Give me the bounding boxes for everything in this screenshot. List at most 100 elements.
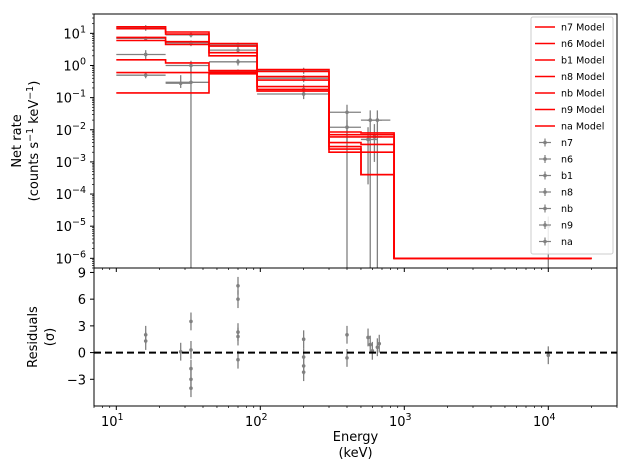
model-line [116,26,592,260]
data-marker [236,48,240,52]
legend-entry-model: n8 Model [535,72,605,83]
residual-point [236,290,240,309]
residual-marker [375,345,380,350]
legend-entry-model: n9 Model [535,105,605,116]
x-tick-label: 101 [101,412,124,430]
legend-entry-data: n9 [539,221,573,232]
model-line [116,73,592,260]
residual-point [368,335,373,354]
legend-data-marker [543,140,547,145]
legend: n7 Model n6 Model b1 Model n8 Model nb Model… [530,16,614,255]
residual-point [546,346,551,365]
residual-marker [236,284,240,288]
y-tick-label: 10−6 [55,249,86,267]
residual-y-tick-label: 3 [78,320,86,335]
data-marker [143,73,148,77]
data-point [165,64,209,268]
residual-point [189,312,193,331]
legend-model-label: n7 Model [561,23,605,34]
residual-marker [377,341,382,346]
axis-labels: Energy(keV) Net rate(counts s−1 keV−1) Res… [10,81,379,461]
legend-entry-data: n6 [539,155,573,166]
data-marker [345,110,349,115]
residual-marker [345,332,349,337]
legend-entry-data: n8 [539,188,573,199]
residual-point [301,330,306,349]
data-marker [345,125,349,130]
legend-data-marker [543,239,547,244]
data-point [208,47,258,53]
residual-marker [236,357,240,362]
y-tick-label: 10−1 [55,89,86,107]
legend-entry-data: n7 [539,138,573,149]
legend-model-label: n9 Model [561,105,605,116]
legend-data-marker [543,223,547,227]
residual-y-axis-label: Residuals [26,306,41,368]
legend-data-label: na [561,237,573,248]
y-tick-label: 10−3 [55,153,86,171]
data-marker [366,137,370,142]
residual-point [189,341,193,359]
net-rate-panel: 101 100 10−1 10−2 10−3 10−4 10−5 10−6 [55,13,618,272]
residual-point [366,328,370,347]
legend-model-label: n8 Model [561,72,605,83]
legend-entry-model: n7 Model [535,23,605,34]
residual-marker [301,370,306,374]
residual-point [236,327,240,346]
legend-data-marker [543,206,547,211]
residual-point [301,363,306,382]
legend-data-label: n7 [561,138,573,149]
y-tick-label: 10−4 [55,185,86,203]
residual-y-tick-label: 0 [78,347,86,362]
residual-y-tick-label: 6 [78,293,86,308]
legend-model-label: b1 Model [561,56,605,67]
legend-model-label: n6 Model [561,39,605,50]
residual-point [345,349,349,367]
residual-marker [189,348,193,352]
top-y-axis-label: Net rate [10,114,25,167]
residual-marker [236,297,240,301]
data-marker [375,118,380,122]
model-line [116,39,592,260]
residual-marker [368,342,373,347]
residuals-panel: −3 0 3 6 9 101 102 103 104 [67,266,618,430]
residual-marker [546,353,551,358]
legend-data-marker [543,173,547,178]
legend-model-label: na Model [561,122,604,133]
legend-entry-model: na Model [535,122,604,133]
top-y-axis-unit-label: (counts s−1 keV−1) [25,81,42,202]
data-point [208,58,258,66]
residual-point [178,342,183,361]
top-plot-area [116,25,592,268]
legend-data-label: n6 [561,155,573,166]
residual-y-tick-label: 9 [78,266,86,281]
residual-marker [189,386,193,390]
data-point [116,50,166,59]
legend-entry-data: nb [539,204,573,215]
bottom-axes-frame [93,267,618,407]
residual-point [377,334,382,353]
y-tick-label: 10−5 [55,217,86,235]
y-tick-label: 100 [63,56,86,74]
residual-marker [236,334,240,339]
legend-data-label: n8 [561,188,573,199]
legend-entry-model: b1 Model [535,56,605,67]
legend-model-label: nb Model [561,89,605,100]
legend-data-label: nb [561,204,573,215]
residual-point [345,325,349,344]
residual-y-axis-unit-label: (σ) [43,328,58,346]
residual-marker [301,337,306,342]
legend-entry-model: n6 Model [535,39,605,50]
data-marker [189,80,193,85]
bottom-plot-area [143,276,551,398]
residual-marker [366,335,370,340]
residual-marker [178,349,183,354]
residual-point [236,350,240,369]
residual-point [189,379,193,398]
legend-data-label: n9 [561,221,573,232]
residual-point [143,332,148,350]
residual-marker [189,366,193,371]
data-point [116,72,166,79]
